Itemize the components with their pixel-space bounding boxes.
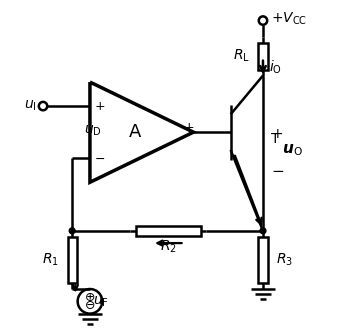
Text: $+V_{\mathrm{CC}}$: $+V_{\mathrm{CC}}$ [271,11,307,27]
Circle shape [260,228,266,234]
Text: $\ominus$: $\ominus$ [84,299,96,312]
Text: $u_{\mathrm{D}}$: $u_{\mathrm{D}}$ [84,124,102,138]
Text: $R_{2}$: $R_{2}$ [160,239,177,255]
Bar [258,42,268,70]
Text: T: T [271,132,279,146]
Text: $R_{\mathrm{L}}$: $R_{\mathrm{L}}$ [233,48,250,64]
Text: $u_{\mathrm{I}}$: $u_{\mathrm{I}}$ [25,99,37,113]
Text: $+$: $+$ [271,127,283,141]
Text: $-$: $-$ [271,162,284,177]
Text: $\oplus$: $\oplus$ [84,291,96,304]
Text: A: A [129,123,142,141]
Text: $u_{\mathrm{F}}$: $u_{\mathrm{F}}$ [93,294,109,309]
Text: $R_{1}$: $R_{1}$ [42,252,59,268]
Bar [136,226,201,236]
Bar [258,237,268,283]
Text: $-$: $-$ [94,152,105,165]
Text: +: + [183,121,194,134]
Circle shape [259,16,267,25]
Bar [68,237,77,283]
Text: $R_{3}$: $R_{3}$ [276,252,293,268]
Circle shape [69,228,75,234]
Text: $\boldsymbol{u}_{\mathrm{O}}$: $\boldsymbol{u}_{\mathrm{O}}$ [282,142,303,158]
Text: $i_{\mathrm{O}}$: $i_{\mathrm{O}}$ [269,59,282,76]
Text: +: + [94,100,105,113]
Circle shape [39,102,47,110]
